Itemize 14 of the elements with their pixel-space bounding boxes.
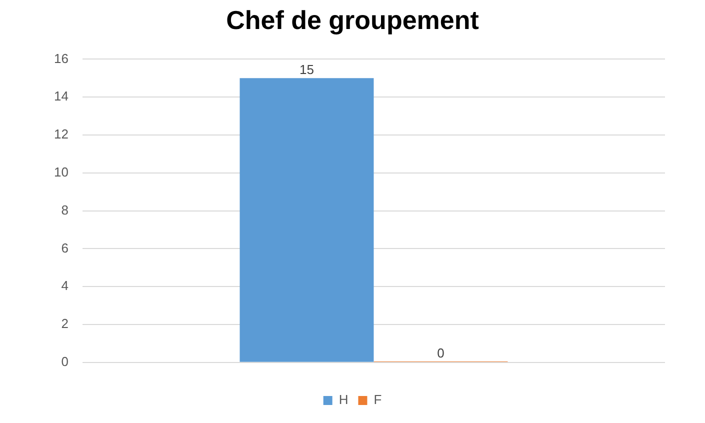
data-label: 15: [300, 62, 314, 78]
data-label: 0: [437, 345, 444, 360]
y-tick-label: 8: [61, 202, 68, 218]
y-tick-label: 12: [54, 126, 68, 142]
y-tick-label: 14: [54, 88, 68, 104]
y-tick-label: 4: [61, 278, 68, 294]
y-tick-label: 6: [61, 240, 68, 256]
y-tick-label: 0: [61, 354, 68, 369]
chart-title: Chef de groupement: [226, 4, 480, 35]
y-tick-label: 16: [54, 50, 68, 66]
y-tick-label: 10: [54, 164, 68, 180]
legend-label: F: [374, 392, 382, 408]
y-tick-label: 2: [61, 316, 68, 332]
legend-label: H: [338, 392, 348, 408]
